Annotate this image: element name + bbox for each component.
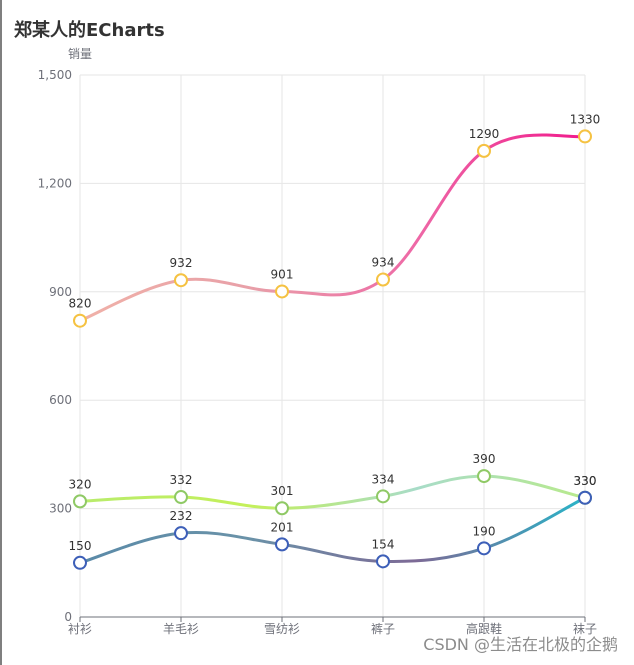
data-label: 301 <box>271 484 294 498</box>
chart-title: 郑某人的ECharts <box>14 20 165 41</box>
data-label: 334 <box>372 472 395 486</box>
axes: 0 300 600 900 1,200 1,500 衬衫 羊毛衫 雪纺衫 裤子 高跟鞋 袜子 销量 <box>38 47 597 636</box>
series-line-2 <box>78 474 587 510</box>
data-point <box>376 272 390 287</box>
data-point <box>174 526 188 541</box>
grid-lines <box>79 74 586 617</box>
data-point <box>174 273 188 288</box>
data-point <box>578 490 592 505</box>
data-point <box>73 555 87 570</box>
y-axis-label: 销量 <box>68 47 92 61</box>
y-tick-label: 1,500 <box>38 68 72 82</box>
x-tick-label: 裤子 <box>371 622 395 636</box>
data-point <box>275 501 289 516</box>
data-point <box>376 489 390 504</box>
series-line-1 <box>78 133 587 323</box>
series-lines <box>78 133 587 565</box>
data-point <box>73 494 87 509</box>
data-label: 932 <box>170 256 193 270</box>
x-tick-label: 羊毛衫 <box>163 621 199 636</box>
data-markers <box>73 129 592 570</box>
data-label: 1330 <box>570 112 601 126</box>
data-label: 150 <box>69 539 92 553</box>
y-tick-label: 600 <box>49 393 72 407</box>
data-point <box>73 313 87 328</box>
data-point <box>477 469 491 484</box>
data-point <box>376 554 390 569</box>
data-label: 154 <box>372 537 395 551</box>
data-label: 232 <box>170 509 193 523</box>
x-tick-label: 雪纺衫 <box>264 622 300 636</box>
data-label: 901 <box>271 267 294 281</box>
y-tick-label: 0 <box>64 610 72 624</box>
data-label: 190 <box>473 524 496 538</box>
data-labels: 820 932 901 934 1290 1330 320 332 301 334 390 330 15… <box>69 112 601 552</box>
data-point <box>477 541 491 556</box>
data-point <box>477 143 491 158</box>
watermark: CSDN @生活在北极的企鹅 <box>423 635 618 654</box>
data-label: 1290 <box>469 127 500 141</box>
x-tick-label: 袜子 <box>573 622 597 636</box>
y-tick-label: 900 <box>49 285 72 299</box>
data-point <box>174 490 188 505</box>
data-label: 201 <box>271 520 294 534</box>
data-point <box>275 284 289 299</box>
data-point <box>275 537 289 552</box>
data-label: 330 <box>574 474 597 488</box>
data-label: 820 <box>69 297 92 311</box>
y-tick-label: 1,200 <box>38 176 72 190</box>
data-point <box>578 129 592 144</box>
y-tick-label: 300 <box>49 502 72 516</box>
data-label: 390 <box>473 452 496 466</box>
data-label: 330 <box>574 474 597 488</box>
x-tick-label: 高跟鞋 <box>466 621 502 636</box>
x-tick-label: 衬衫 <box>68 622 92 636</box>
series-line-3 <box>78 496 587 565</box>
data-label: 320 <box>69 477 92 491</box>
data-label: 332 <box>170 473 193 487</box>
window-left-border <box>0 0 2 665</box>
data-label: 934 <box>372 256 395 270</box>
